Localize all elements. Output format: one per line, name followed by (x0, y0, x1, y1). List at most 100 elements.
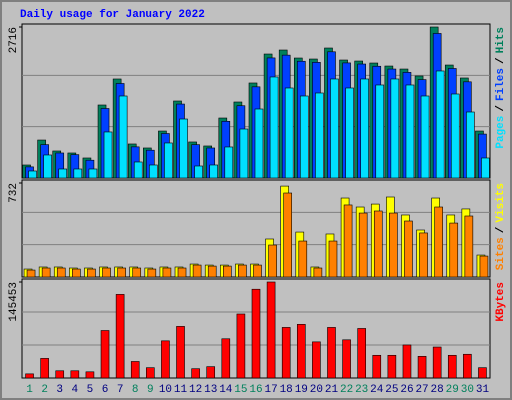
bar (115, 294, 125, 379)
bar (251, 288, 261, 379)
bar (132, 267, 142, 278)
bar (149, 164, 158, 179)
bar (209, 164, 219, 179)
bar (447, 354, 457, 379)
x-tick-label: 8 (132, 384, 139, 396)
x-tick-label: 30 (461, 384, 474, 396)
bar (147, 268, 157, 278)
bar (100, 330, 110, 379)
bar (25, 373, 34, 379)
x-tick-label: 22 (340, 384, 353, 396)
bar (387, 354, 397, 379)
x-tick-label: 7 (117, 384, 124, 396)
legend-separator: / (495, 57, 507, 64)
bar (268, 244, 277, 278)
y-tick-label: 732 (8, 183, 20, 203)
bar (85, 371, 95, 379)
x-tick-label: 1 (26, 384, 33, 396)
y-tick-label: 2716 (8, 27, 20, 53)
bar (357, 328, 366, 379)
bar (449, 222, 459, 278)
bar (191, 368, 200, 379)
bar (405, 84, 415, 179)
x-tick-label: 3 (56, 384, 63, 396)
bar (41, 267, 51, 278)
x-tick-label: 15 (234, 384, 247, 396)
bar (70, 370, 80, 379)
bar (207, 265, 217, 278)
bar (118, 95, 128, 179)
bar (161, 340, 170, 379)
legend-separator: / (495, 105, 507, 112)
bar (358, 212, 368, 278)
bar (238, 264, 247, 278)
bar (404, 220, 413, 278)
bar (481, 157, 490, 179)
bar (281, 327, 291, 379)
bar (130, 361, 140, 379)
x-tick-label: 16 (249, 384, 262, 396)
x-tick-label: 26 (400, 384, 413, 396)
bar (372, 354, 382, 379)
bar (342, 339, 351, 379)
x-tick-label: 6 (102, 384, 109, 396)
bar (236, 313, 246, 379)
bar (315, 92, 324, 179)
x-tick-label: 24 (370, 384, 384, 396)
bar (417, 356, 427, 379)
bar (72, 268, 81, 278)
legend-entry: Hits (495, 27, 507, 53)
x-tick-label: 28 (431, 384, 444, 396)
legend-entry: Sites (495, 237, 507, 270)
legend: Pages / Files / Hits (495, 27, 507, 149)
x-tick-label: 20 (310, 384, 323, 396)
bar (330, 78, 339, 179)
bar (73, 168, 83, 179)
bar (254, 108, 264, 179)
bar (266, 281, 276, 379)
bar (253, 264, 262, 278)
x-tick-label: 2 (41, 384, 48, 396)
bar (146, 367, 155, 379)
bar (296, 324, 306, 379)
bar (420, 95, 430, 179)
bar (283, 192, 292, 278)
x-tick-label: 23 (355, 384, 368, 396)
bar (464, 215, 474, 278)
bar (176, 326, 185, 379)
bar (345, 87, 354, 179)
legend-entry: Visits (495, 183, 507, 223)
bar (360, 78, 369, 179)
bar (343, 204, 353, 278)
bar (327, 327, 336, 379)
bar (450, 93, 460, 179)
bar (223, 265, 232, 278)
bar (206, 366, 216, 379)
bar (192, 264, 202, 278)
bar (26, 269, 36, 278)
bar (466, 111, 475, 179)
x-tick-label: 25 (385, 384, 398, 396)
x-tick-label: 10 (159, 384, 172, 396)
bar (328, 240, 338, 278)
x-tick-label: 31 (476, 384, 490, 396)
x-tick-label: 14 (219, 384, 233, 396)
x-tick-label: 27 (415, 384, 428, 396)
bar (432, 346, 442, 379)
bar (56, 267, 66, 278)
bar (239, 128, 249, 179)
bar (88, 168, 98, 179)
bar (435, 70, 445, 179)
bar (299, 95, 309, 179)
bar (55, 370, 65, 379)
bar (389, 212, 398, 278)
bar (221, 338, 231, 379)
x-tick-label: 11 (174, 384, 188, 396)
x-tick-label: 18 (280, 384, 293, 396)
legend: Sites / Visits (495, 183, 507, 270)
bar (28, 170, 37, 179)
bar (402, 344, 412, 379)
bar (373, 210, 383, 278)
